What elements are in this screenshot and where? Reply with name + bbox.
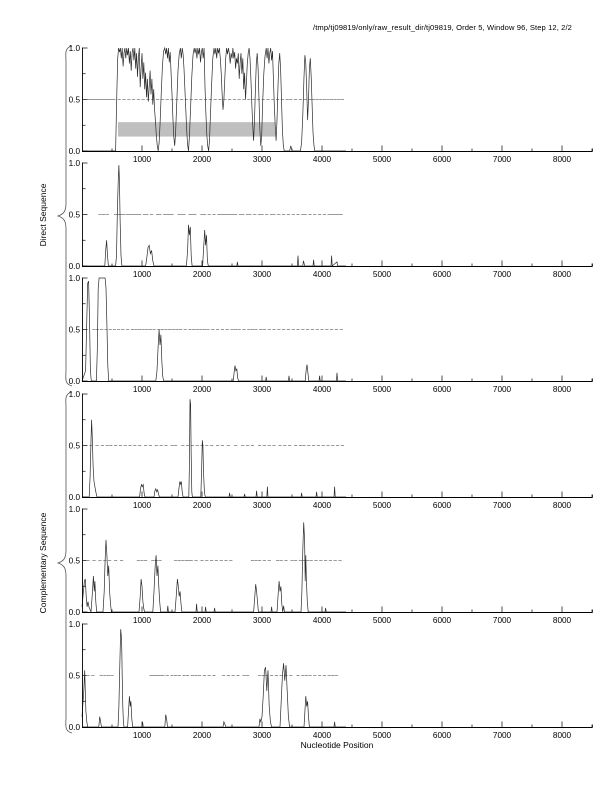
x-tick-label: 4000 (313, 270, 332, 279)
panel-plot: 1.0 0.5 0.0 1000 2000 3000 4000 5000 6000 7000 800… (69, 159, 593, 279)
panel-complementary-frame-2: 1.0 0.5 0.0 1000 2000 3000 4000 5000 6000 7000 800… (60, 505, 593, 626)
x-tick-label: 2000 (193, 270, 212, 279)
predicted-gene-bar (118, 122, 276, 137)
x-tick-label: 5000 (373, 270, 392, 279)
y-tick-label: 0.5 (69, 442, 81, 451)
panel-complementary-frame-1: 1.0 0.5 0.0 1000 2000 3000 4000 5000 6000 7000 800… (60, 390, 593, 511)
complementary-group-brace (56, 391, 73, 734)
x-tick-label: 8000 (553, 731, 572, 740)
y-tick-label: 1.0 (69, 505, 81, 514)
x-tick-label: 2000 (193, 385, 212, 394)
x-tick-label: 3000 (253, 501, 272, 510)
x-tick-label: 6000 (433, 385, 452, 394)
x-tick-label: 1000 (133, 155, 152, 164)
x-tick-label: 5000 (373, 155, 392, 164)
probability-curve (82, 165, 346, 267)
x-tick-label: 8000 (553, 501, 572, 510)
y-tick-label: 0.0 (69, 262, 81, 271)
x-tick-label: 1000 (133, 731, 152, 740)
x-tick-label: 3000 (253, 155, 272, 164)
panel-plot: 1.0 0.5 0.0 1000 2000 3000 4000 5000 6000 7000 800… (69, 274, 593, 394)
x-tick-label: 1000 (133, 270, 152, 279)
x-tick-label: 4000 (313, 731, 332, 740)
panel-plot: 1.0 0.5 0.0 1000 2000 3000 4000 5000 6000 7000 800… (69, 505, 593, 625)
x-tick-label: 3000 (253, 270, 272, 279)
y-tick-label: 1.0 (69, 390, 81, 399)
panel-plot: 1.0 0.5 0.0 1000 2000 3000 4000 5000 6000 7000 800… (69, 620, 593, 740)
y-tick-label: 0.0 (69, 147, 81, 156)
panel-direct-frame-3: 1.0 0.5 0.0 1000 2000 3000 4000 5000 6000 7000 800… (60, 274, 593, 395)
x-tick-label: 1000 (133, 616, 152, 625)
y-tick-label: 1.0 (69, 44, 81, 53)
y-tick-label: 0.5 (69, 672, 81, 681)
probability-curve (82, 46, 346, 152)
x-tick-label: 2000 (193, 155, 212, 164)
y-tick-label: 0.5 (69, 557, 81, 566)
y-tick-label: 1.0 (69, 159, 81, 168)
x-tick-label: 4000 (313, 501, 332, 510)
x-tick-label: 5000 (373, 731, 392, 740)
probability-curve (81, 522, 346, 613)
x-tick-label: 7000 (493, 155, 512, 164)
x-tick-label: 7000 (493, 385, 512, 394)
panel-complementary-frame-3: 1.0 0.5 0.0 1000 2000 3000 4000 5000 6000 7000 800… (60, 620, 593, 741)
x-tick-label: 5000 (373, 501, 392, 510)
x-tick-label: 8000 (553, 616, 572, 625)
y-tick-label: 0.5 (69, 96, 81, 105)
x-tick-label: 4000 (313, 385, 332, 394)
x-tick-label: 3000 (253, 616, 272, 625)
x-tick-label: 8000 (553, 155, 572, 164)
panel-plot: 1.0 0.5 0.0 1000 2000 3000 4000 5000 6000 7000 800… (69, 390, 593, 510)
x-tick-label: 6000 (433, 501, 452, 510)
x-tick-label: 4000 (313, 616, 332, 625)
y-tick-label: 0.0 (69, 493, 81, 502)
probability-curve (81, 629, 346, 728)
y-tick-label: 1.0 (69, 274, 81, 283)
x-tick-label: 2000 (193, 731, 212, 740)
x-tick-label: 3000 (253, 731, 272, 740)
panel-plot: 1.0 0.5 0.0 1000 2000 3000 4000 5000 6000 7000 800… (69, 44, 593, 164)
x-tick-label: 6000 (433, 616, 452, 625)
x-tick-label: 1000 (133, 385, 152, 394)
x-tick-label: 6000 (433, 155, 452, 164)
x-tick-label: 6000 (433, 731, 452, 740)
y-tick-label: 0.5 (69, 211, 81, 220)
x-tick-label: 5000 (373, 385, 392, 394)
x-tick-label: 5000 (373, 616, 392, 625)
panel-direct-frame-2: 1.0 0.5 0.0 1000 2000 3000 4000 5000 6000 7000 800… (60, 159, 593, 280)
x-tick-label: 7000 (493, 616, 512, 625)
panel-direct-frame-1: 1.0 0.5 0.0 1000 2000 3000 4000 5000 6000 7000 800… (60, 44, 593, 165)
x-tick-label: 4000 (313, 155, 332, 164)
x-tick-label: 6000 (433, 270, 452, 279)
x-tick-label: 8000 (553, 385, 572, 394)
probability-curve (82, 399, 346, 498)
probability-curve (81, 277, 346, 382)
x-tick-label: 2000 (193, 616, 212, 625)
x-tick-label: 3000 (253, 385, 272, 394)
y-tick-label: 0.0 (69, 377, 81, 386)
x-tick-label: 1000 (133, 501, 152, 510)
y-tick-label: 0.5 (69, 326, 81, 335)
y-tick-label: 1.0 (69, 620, 81, 629)
x-tick-label: 7000 (493, 270, 512, 279)
plot-title: /tmp/tj09819/only/raw_result_dir/tj09819… (313, 23, 572, 32)
x-tick-label: 7000 (493, 501, 512, 510)
direct-group-brace (56, 45, 73, 387)
x-tick-label: 2000 (193, 501, 212, 510)
y-tick-label: 0.0 (69, 723, 81, 732)
x-tick-label: 8000 (553, 270, 572, 279)
x-tick-label: 7000 (493, 731, 512, 740)
y-tick-label: 0.0 (69, 608, 81, 617)
x-axis-label: Nucleotide Position (300, 740, 374, 750)
